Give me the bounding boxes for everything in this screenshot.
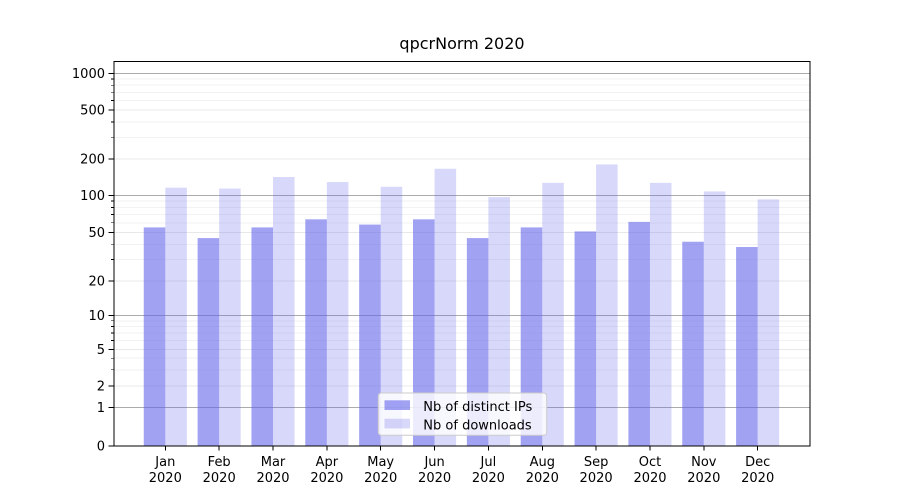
- y-tick-label: 20: [88, 275, 105, 290]
- bar-jun-downloads: [434, 168, 457, 447]
- y-tick-label: 5: [97, 343, 105, 358]
- bar-feb-distinct-ips: [197, 238, 220, 446]
- bar-nov-downloads: [703, 191, 726, 446]
- x-tick-label-year: 2020: [364, 471, 397, 486]
- x-tick-label-year: 2020: [580, 471, 613, 486]
- bar-may-distinct-ips: [359, 224, 381, 446]
- bar-dec-downloads: [757, 199, 780, 446]
- bar-jul-downloads: [488, 197, 510, 446]
- y-tick-label: 100: [80, 189, 105, 204]
- x-tick-label-year: 2020: [149, 471, 182, 486]
- x-tick-label-month: Jul: [480, 455, 497, 470]
- bars: [143, 164, 780, 447]
- bar-oct-downloads: [649, 182, 672, 446]
- x-tick-label-year: 2020: [310, 471, 343, 486]
- x-tick-label-month: Dec: [745, 455, 770, 470]
- y-tick-label: 500: [80, 104, 105, 119]
- y-tick-label: 200: [80, 152, 105, 167]
- y-tick-label: 1: [97, 401, 105, 416]
- bar-sep-downloads: [596, 164, 618, 446]
- x-tick-label-year: 2020: [687, 471, 720, 486]
- bar-dec-distinct-ips: [736, 247, 758, 446]
- x-tick-label-month: Apr: [316, 455, 339, 470]
- x-tick-label-year: 2020: [203, 471, 236, 486]
- x-tick-label-month: Mar: [261, 455, 286, 470]
- y-tick-label: 50: [88, 226, 105, 241]
- plot-border: [113, 61, 811, 447]
- bar-jan-downloads: [165, 187, 187, 446]
- legend-label: Nb of distinct IPs: [423, 400, 532, 415]
- bar-may-downloads: [380, 186, 403, 446]
- bar-oct-distinct-ips: [628, 221, 650, 446]
- x-tick-label-year: 2020: [526, 471, 559, 486]
- bar-jan-distinct-ips: [143, 227, 166, 446]
- x-tick-label-month: Oct: [639, 455, 661, 470]
- x-tick-label-month: May: [367, 455, 394, 470]
- x-tick-label-year: 2020: [256, 471, 289, 486]
- bar-aug-distinct-ips: [520, 227, 543, 446]
- y-tick-label: 10: [88, 309, 105, 324]
- x-tick-label-year: 2020: [418, 471, 451, 486]
- bar-aug-downloads: [542, 182, 564, 446]
- legend-label: Nb of downloads: [423, 418, 532, 433]
- chart-title: qpcrNorm 2020: [399, 34, 525, 53]
- bar-mar-distinct-ips: [251, 227, 273, 446]
- bar-jun-distinct-ips: [413, 219, 435, 446]
- legend-swatch-downloads: [384, 418, 410, 429]
- legend-box: [377, 392, 548, 436]
- x-tick-label-month: Feb: [208, 455, 231, 470]
- bar-feb-downloads: [219, 188, 241, 446]
- x-tick-label-month: Sep: [584, 455, 609, 470]
- x-tick-label-year: 2020: [741, 471, 774, 486]
- x-tick-label-year: 2020: [472, 471, 505, 486]
- bar-sep-distinct-ips: [574, 231, 597, 446]
- bar-nov-distinct-ips: [682, 241, 704, 446]
- y-axis: 0 1 2 5 10 20 50 100 200 500 1000: [72, 67, 114, 454]
- y-tick-label: 2: [97, 380, 105, 395]
- legend-swatch-distinct-ips: [384, 400, 410, 410]
- legend: Nb of distinct IPs Nb of downloads: [377, 392, 548, 436]
- bar-apr-distinct-ips: [305, 219, 327, 446]
- x-tick-label-month: Jun: [423, 455, 444, 470]
- bar-apr-downloads: [326, 182, 349, 447]
- y-tick-label: 0: [97, 439, 105, 454]
- x-tick-label-month: Aug: [530, 455, 555, 470]
- x-tick-label-month: Jan: [154, 455, 175, 470]
- x-axis: Jan2020Feb2020Mar2020Apr2020May2020Jun20…: [149, 446, 774, 486]
- bar-mar-downloads: [273, 176, 295, 447]
- y-tick-label: 1000: [72, 67, 105, 82]
- x-tick-label-year: 2020: [633, 471, 666, 486]
- x-tick-label-month: Nov: [691, 455, 717, 470]
